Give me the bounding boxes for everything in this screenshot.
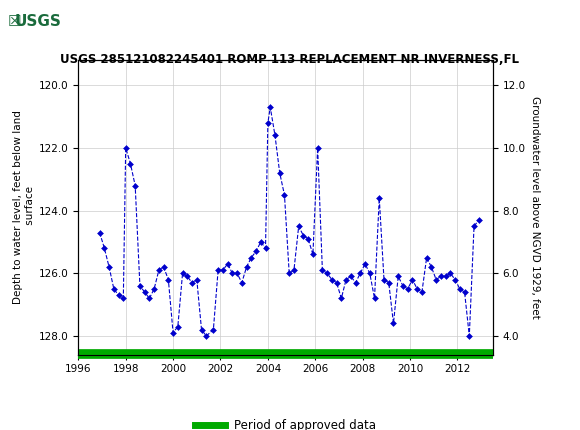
Text: ☒: ☒	[8, 14, 21, 29]
Y-axis label: Depth to water level, feet below land
 surface: Depth to water level, feet below land su…	[13, 111, 35, 304]
FancyBboxPatch shape	[7, 6, 65, 40]
Legend: Period of approved data: Period of approved data	[190, 415, 381, 430]
Text: USGS 285121082245401 ROMP 113 REPLACEMENT NR INVERNESS,FL: USGS 285121082245401 ROMP 113 REPLACEMEN…	[60, 53, 520, 66]
Y-axis label: Groundwater level above NGVD 1929, feet: Groundwater level above NGVD 1929, feet	[530, 96, 540, 319]
Text: USGS: USGS	[14, 14, 61, 29]
